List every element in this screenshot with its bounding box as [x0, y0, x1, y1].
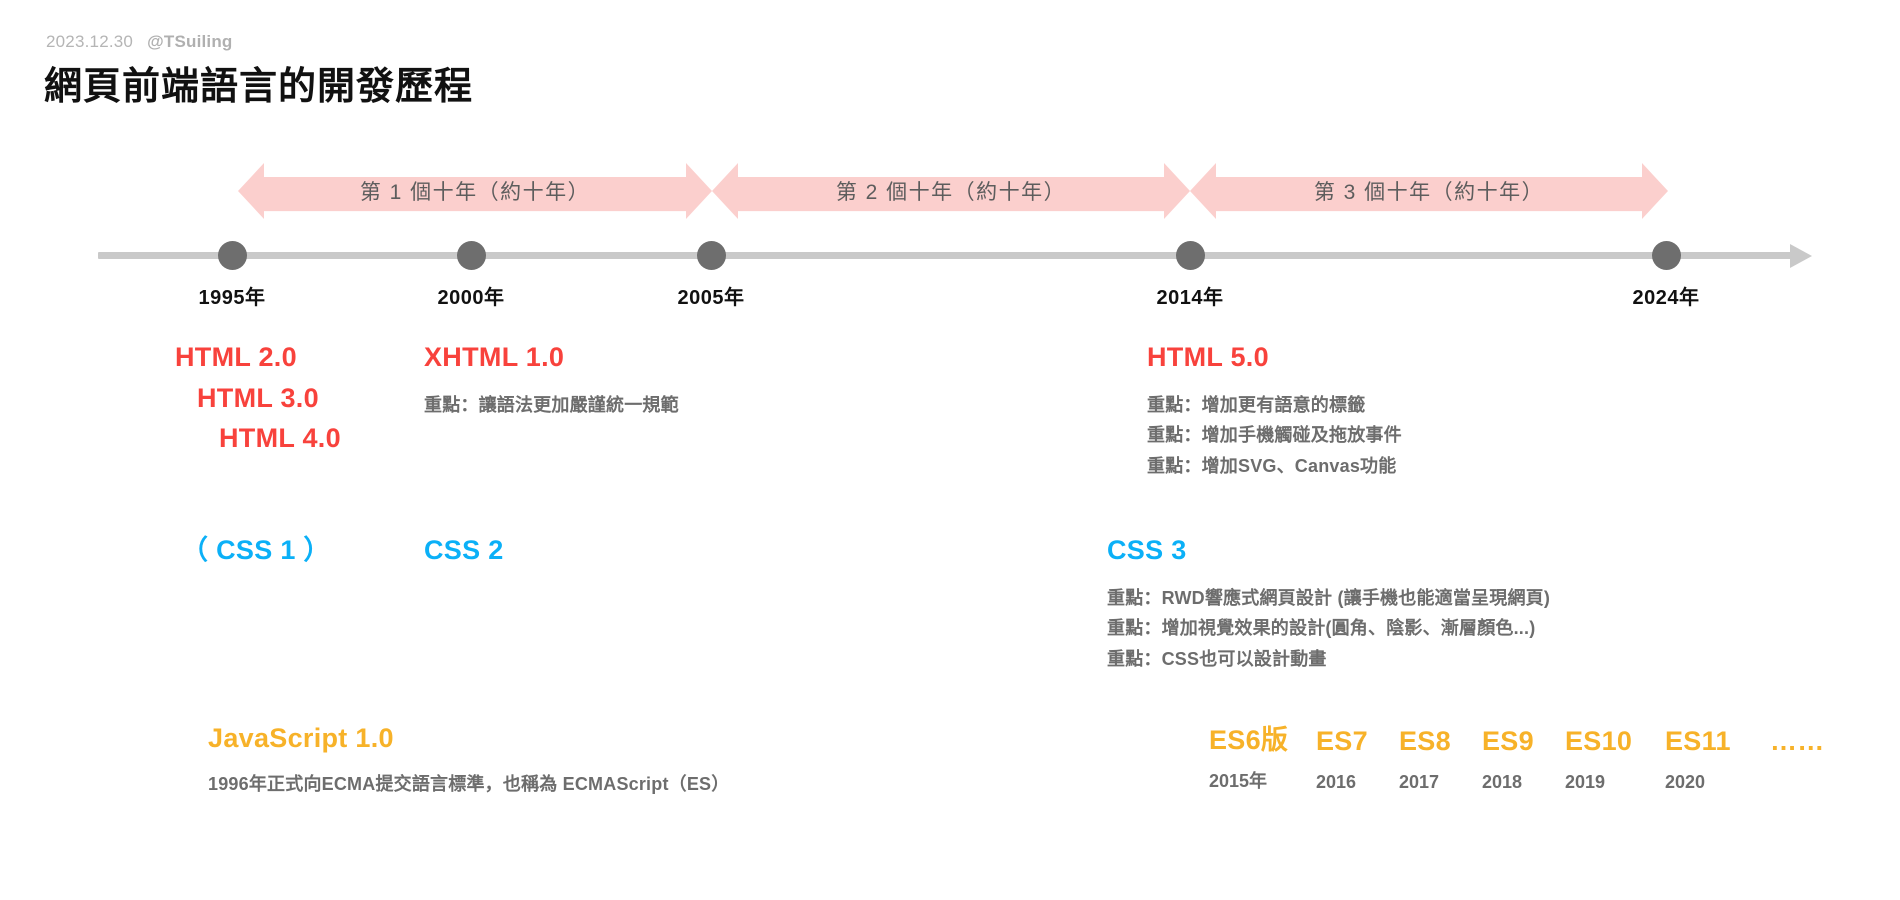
css3-title: CSS 3 — [1107, 535, 1187, 565]
xhtml-note-1: 重點：讓語法更加嚴謹統一規範 — [424, 394, 679, 415]
javascript-note-1: 1996年正式向ECMA提交語言標準，也稱為 ECMAScript（ES） — [208, 773, 730, 794]
html5-note-2: 重點：增加手機觸碰及拖放事件 — [1147, 425, 1402, 446]
es-version-ellipsis: …… — [1770, 726, 1825, 756]
es-version-9: ES9 — [1482, 726, 1534, 756]
timeline-dot-1995 — [218, 241, 247, 270]
es-version-8: ES8 — [1399, 726, 1451, 756]
decade-arrow-1-label: 第 1 個十年（約十年） — [359, 181, 591, 204]
css3-note-2: 重點：增加視覺效果的設計(圓角、陰影、漸層顏色...) — [1107, 618, 1536, 639]
timeline-dot-2005 — [697, 241, 726, 270]
timeline-axis — [98, 252, 1798, 259]
es-version-10: ES10 — [1565, 726, 1633, 756]
html5-note-3: 重點：增加SVG、Canvas功能 — [1147, 456, 1397, 477]
es-year-2016: 2016 — [1316, 772, 1357, 792]
decade-arrow-1: 第 1 個十年（約十年） — [238, 163, 712, 219]
html-versions-group: HTML 2.0 HTML 3.0 HTML 4.0 — [175, 337, 341, 459]
es-version-7: ES7 — [1316, 726, 1368, 756]
decade-arrow-2-label: 第 2 個十年（約十年） — [835, 181, 1067, 204]
decade-arrow-3-label: 第 3 個十年（約十年） — [1313, 181, 1545, 204]
javascript-title: JavaScript 1.0 — [208, 723, 394, 753]
es-years-row: 2015年 2016 2017 2018 2019 2020 — [1209, 767, 1825, 793]
timeline-year-2005: 2005年 — [677, 287, 745, 309]
timeline-year-2014: 2014年 — [1156, 287, 1224, 309]
timeline-year-2024: 2024年 — [1632, 287, 1700, 309]
css3-note-3: 重點：CSS也可以設計動畫 — [1107, 649, 1327, 670]
timeline-dot-2014 — [1176, 241, 1205, 270]
header-handle: @TSuiling — [147, 32, 233, 51]
es-versions-row: ES6版 ES7 ES8 ES9 ES10 ES11 …… — [1209, 718, 1825, 757]
timeline-arrowhead-icon — [1790, 244, 1812, 268]
javascript-group: JavaScript 1.0 1996年正式向ECMA提交語言標準，也稱為 EC… — [208, 718, 729, 799]
html-version-2: HTML 2.0 — [175, 342, 297, 372]
html-version-3: HTML 3.0 — [197, 382, 319, 413]
es-year-2019: 2019 — [1565, 772, 1606, 792]
es-version-6: ES6版 — [1209, 725, 1289, 755]
es-versions-group: ES6版 ES7 ES8 ES9 ES10 ES11 …… 2015年 2016… — [1209, 718, 1825, 793]
timeline-dot-2024 — [1652, 241, 1681, 270]
css2-title: CSS 2 — [424, 535, 504, 565]
xhtml-title: XHTML 1.0 — [424, 342, 565, 372]
decade-arrow-3: 第 3 個十年（約十年） — [1190, 163, 1668, 219]
es-year-2018: 2018 — [1482, 772, 1523, 792]
es-year-2020: 2020 — [1665, 772, 1706, 792]
timeline-year-1995: 1995年 — [198, 287, 266, 309]
header-date: 2023.12.30 — [46, 32, 134, 51]
css2-group: CSS 2 — [424, 530, 504, 571]
timeline-year-2000: 2000年 — [437, 287, 505, 309]
html5-title: HTML 5.0 — [1147, 342, 1269, 372]
html-version-4: HTML 4.0 — [219, 423, 341, 453]
header-meta: 2023.12.30 @TSuiling — [46, 32, 233, 52]
page-title: 網頁前端語言的開發歷程 — [44, 66, 474, 108]
html5-group: HTML 5.0 重點：增加更有語意的標籤 重點：增加手機觸碰及拖放事件 重點：… — [1147, 337, 1402, 482]
css1-group: （ CSS 1 ） — [181, 530, 331, 571]
html5-note-1: 重點：增加更有語意的標籤 — [1147, 394, 1366, 415]
decade-arrow-2: 第 2 個十年（約十年） — [712, 163, 1190, 219]
timeline-dot-2000 — [457, 241, 486, 270]
es-year-2017: 2017 — [1399, 772, 1440, 792]
css1-title: （ CSS 1 ） — [181, 535, 331, 565]
es-version-11: ES11 — [1665, 726, 1731, 756]
xhtml-group: XHTML 1.0 重點：讓語法更加嚴謹統一規範 — [424, 337, 679, 420]
decade-arrow-band: 第 1 個十年（約十年） 第 2 個十年（約十年） 第 3 個十年（約十年） — [0, 163, 1900, 219]
css3-note-1: 重點：RWD響應式網頁設計 (讓手機也能適當呈現網頁) — [1107, 587, 1551, 608]
es-year-2015: 2015年 — [1209, 771, 1268, 791]
css3-group: CSS 3 重點：RWD響應式網頁設計 (讓手機也能適當呈現網頁) 重點：增加視… — [1107, 530, 1550, 675]
